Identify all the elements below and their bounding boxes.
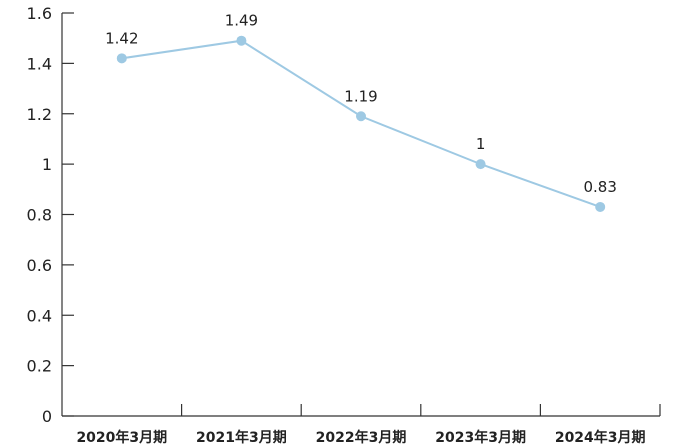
- x-tick-label: 2024年3月期: [555, 429, 646, 444]
- y-tick-label: 0.6: [27, 256, 52, 275]
- data-label: 1.49: [225, 12, 258, 30]
- x-tick-label: 2021年3月期: [196, 429, 287, 444]
- series-group: [116, 35, 606, 212]
- series-line: [121, 39, 601, 208]
- y-tick-label: 1.6: [27, 4, 52, 23]
- y-tick-label: 0.2: [27, 357, 52, 376]
- y-tick-label: 0: [42, 407, 52, 426]
- data-point: [595, 201, 606, 212]
- data-labels-group: 1.42 1.49 1.19 1 0.83: [105, 12, 617, 196]
- y-tick-label: 0.8: [27, 206, 52, 225]
- data-point: [356, 111, 366, 122]
- x-tick-label: 2020年3月期: [76, 429, 167, 444]
- x-tick-label: 2022年3月期: [316, 429, 407, 444]
- x-tick-label: 2023年3月期: [435, 429, 526, 444]
- data-point: [475, 159, 486, 170]
- y-tick-label: 1.4: [27, 54, 52, 73]
- data-label: 1.19: [344, 87, 377, 105]
- data-label: 0.83: [583, 178, 616, 196]
- x-axis: 2020年3月期 2021年3月期 2022年3月期 2023年3月期 2024年3月期: [62, 404, 661, 444]
- data-point: [236, 35, 247, 46]
- y-tick-label: 0.4: [27, 306, 52, 325]
- data-point: [116, 53, 127, 64]
- y-tick-label: 1.2: [27, 105, 52, 124]
- y-axis: 0 0.2 0.4 0.6 0.8 1 1.2 1.4 1.6: [27, 4, 74, 426]
- data-label: 1: [476, 135, 486, 153]
- y-tick-label: 1: [42, 155, 52, 174]
- data-label: 1.42: [105, 29, 138, 47]
